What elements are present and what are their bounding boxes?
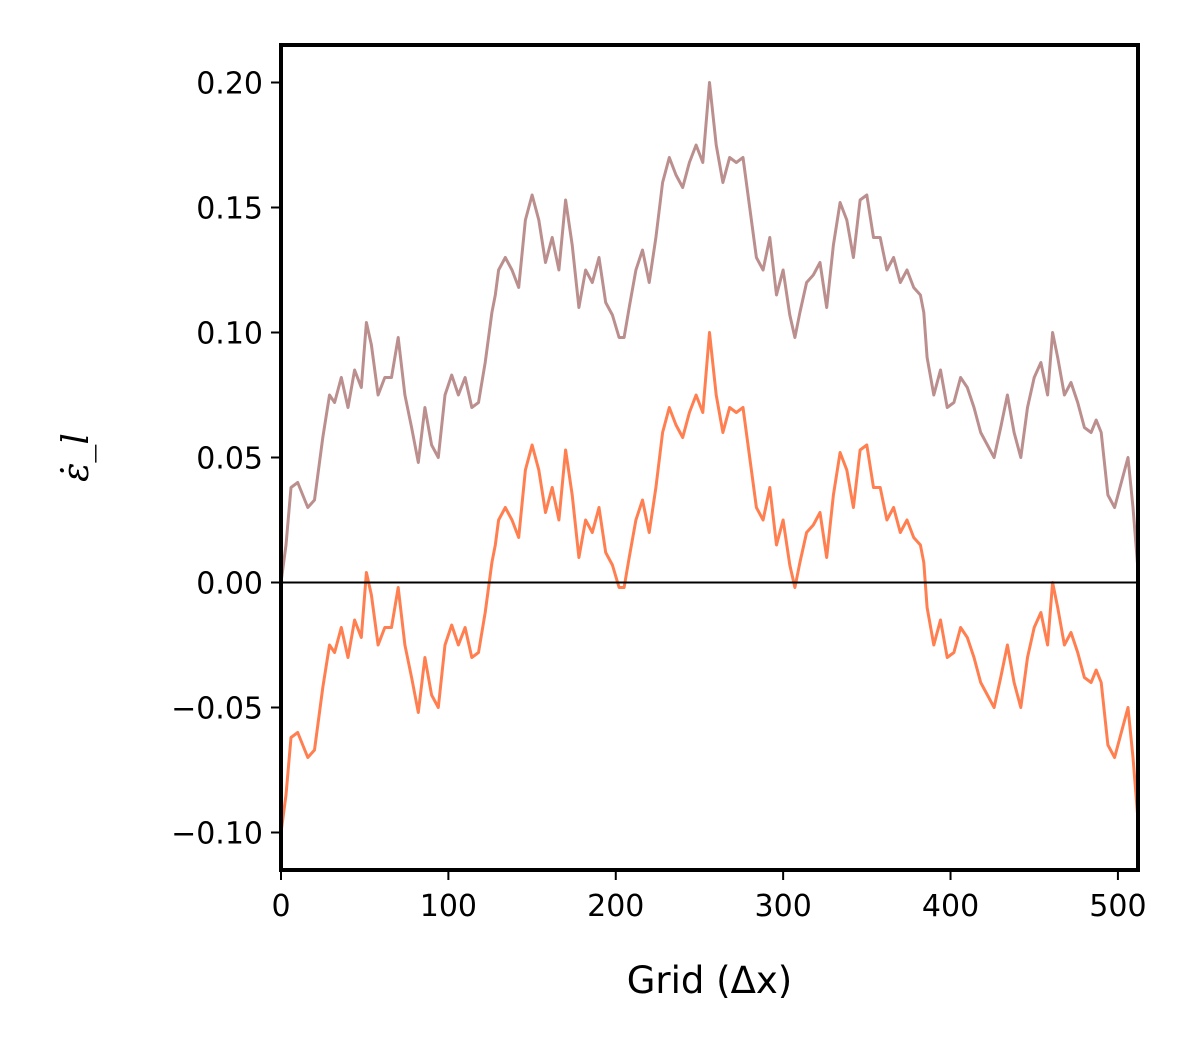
x-tick-label: 100 [420, 889, 477, 924]
series-line-2 [279, 331, 1140, 833]
series-layer [279, 81, 1140, 833]
x-axis-label: Grid (Δx) [627, 959, 793, 1002]
x-tick-label: 300 [755, 889, 812, 924]
x-tick-label: 500 [1089, 889, 1146, 924]
x-axis-ticks: 0 100 200 300 400 500 [271, 870, 1147, 924]
plot-area-frame [279, 43, 1140, 872]
y-tick-label: −0.10 [171, 817, 263, 852]
y-tick-label: 0.10 [196, 317, 263, 352]
x-tick-label: 0 [271, 889, 290, 924]
y-tick-label: −0.05 [171, 692, 263, 727]
x-tick-label: 200 [587, 889, 644, 924]
y-tick-label: 0.20 [196, 67, 263, 102]
y-tick-label: 0.05 [196, 442, 263, 477]
y-axis-ticks: −0.10 −0.05 0.00 0.05 0.10 0.15 0.20 [171, 67, 281, 852]
y-axis-label: ε̇_l [56, 433, 97, 482]
series-line-1 [279, 81, 1140, 583]
y-tick-label: 0.15 [196, 192, 263, 227]
x-tick-label: 400 [922, 889, 979, 924]
y-tick-label: 0.00 [196, 567, 263, 602]
